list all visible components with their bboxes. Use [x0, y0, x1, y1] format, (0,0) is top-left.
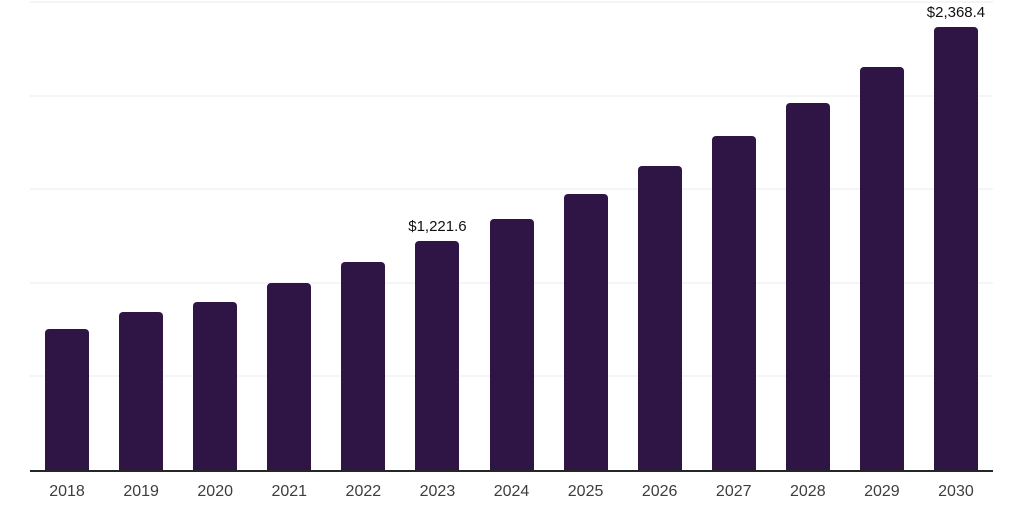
bar-value-label: $1,221.6	[408, 218, 467, 236]
bar-2029	[859, 66, 904, 470]
bar-2021	[267, 282, 312, 470]
x-axis-label: 2020	[197, 483, 233, 500]
gridline	[30, 94, 993, 97]
bar-value-label: $2,368.4	[926, 3, 986, 21]
bar-2022	[341, 261, 386, 470]
x-axis-label: 2023	[419, 483, 456, 500]
x-axis: 2018 2019 2020 2021 2022 2023 2024 2025 2026 2027…	[30, 482, 993, 504]
x-axis-label: 2024	[493, 483, 530, 500]
x-axis-label: 2028	[790, 483, 826, 500]
x-axis-label: 2022	[345, 483, 382, 500]
bar-2027	[711, 136, 756, 470]
bar-2028	[785, 103, 830, 470]
bar-2025	[563, 193, 608, 470]
x-axis-label: 2029	[864, 483, 900, 500]
x-axis-label: 2025	[567, 483, 604, 500]
x-axis-label: 2027	[715, 483, 752, 500]
gridline	[30, 188, 993, 191]
x-axis-label: 2030	[938, 483, 974, 500]
bar-2020	[193, 301, 238, 470]
plot-area: $1,221.6 $2,368.4	[30, 1, 993, 472]
bar-2024	[489, 218, 534, 470]
x-axis-label: 2019	[123, 483, 159, 500]
bar-2030	[933, 26, 978, 470]
bar-2019	[119, 312, 164, 470]
x-axis-label: 2026	[641, 483, 678, 500]
gridline	[30, 1, 993, 3]
x-axis-label: 2018	[49, 483, 85, 500]
bar-2023	[415, 241, 460, 470]
x-axis-label: 2021	[271, 483, 308, 500]
bar-2026	[637, 166, 682, 470]
bar-2018	[45, 328, 90, 470]
